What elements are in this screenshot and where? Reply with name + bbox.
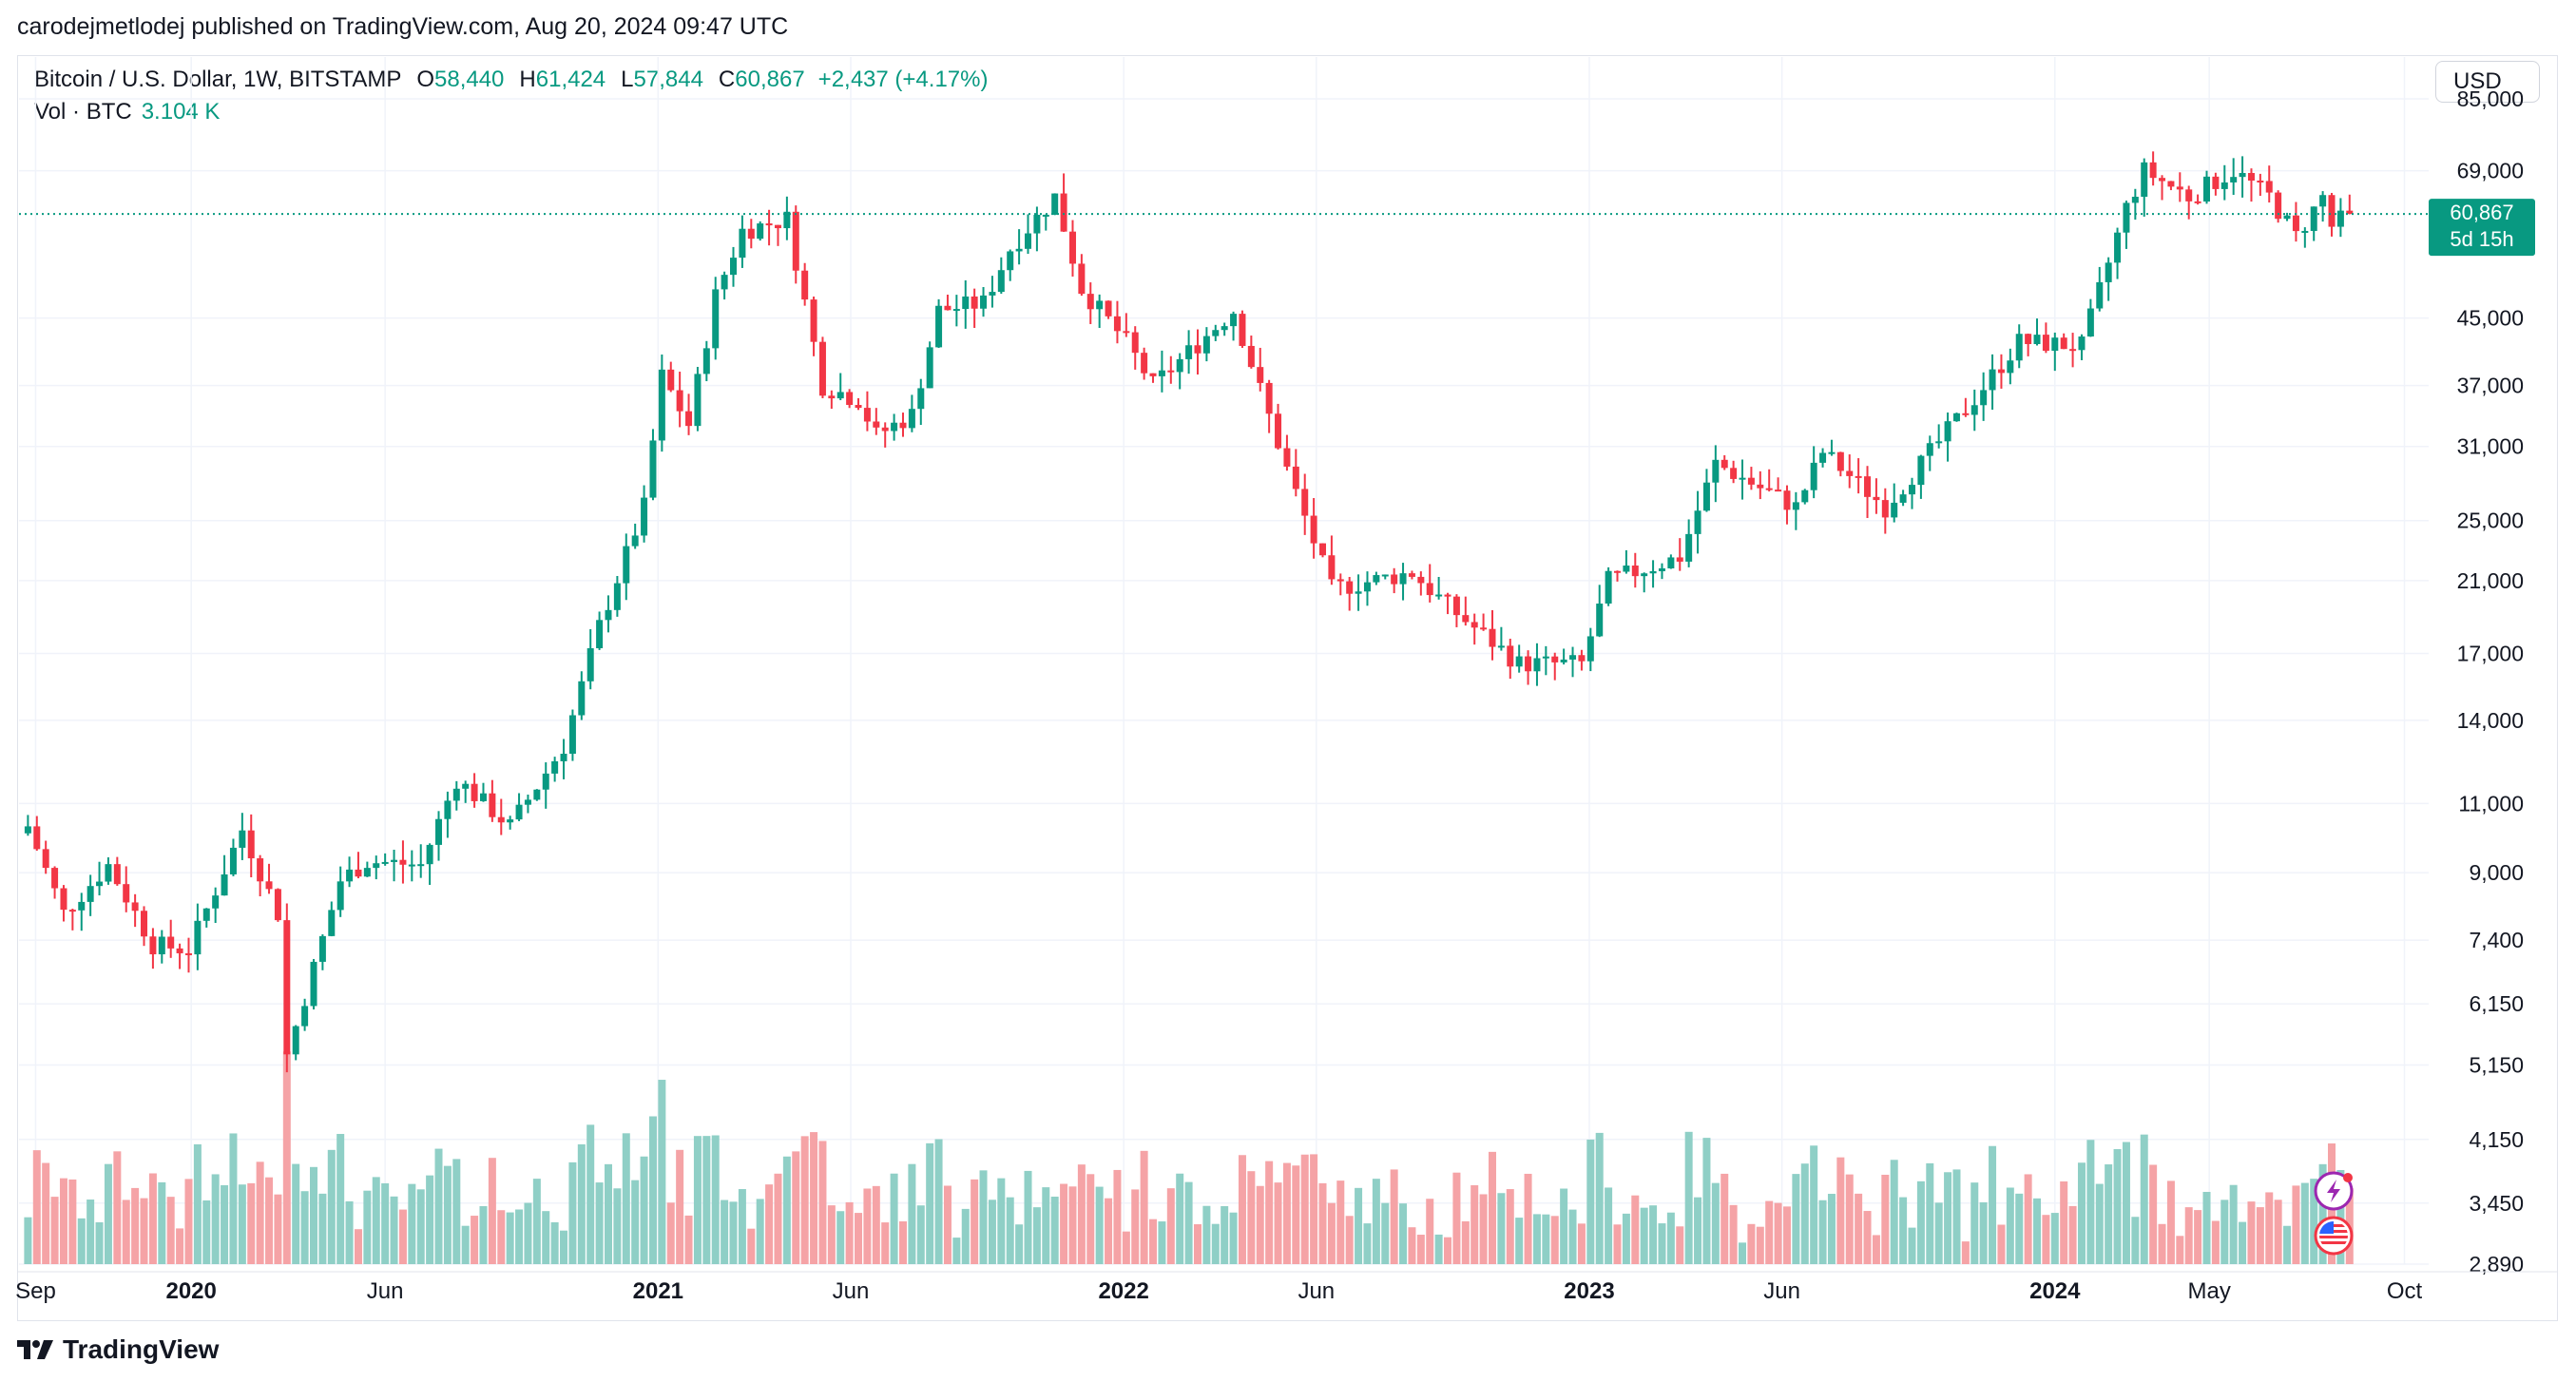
symbol-title[interactable]: Bitcoin / U.S. Dollar, 1W, BITSTAMP (34, 67, 402, 92)
footer: TradingView (17, 1333, 219, 1367)
open-label: O (416, 67, 434, 92)
high-label: H (519, 67, 536, 92)
volume-label[interactable]: Vol · BTC (34, 99, 132, 125)
close-label: C (718, 67, 736, 92)
volume-legend: Vol · BTC 3.104 K (34, 99, 220, 125)
published-caption: carodejmetlodej published on TradingView… (17, 13, 789, 40)
footer-brand[interactable]: TradingView (63, 1334, 220, 1364)
close-value: 60,867 (735, 67, 805, 92)
ohlc-legend: Bitcoin / U.S. Dollar, 1W, BITSTAMP O58,4… (34, 67, 988, 93)
change-value: +2,437 (+4.17%) (817, 67, 989, 92)
chart-frame[interactable] (17, 55, 2558, 1321)
low-label: L (621, 67, 634, 92)
high-value: 61,424 (535, 67, 606, 92)
open-value: 58,440 (434, 67, 505, 92)
low-value: 57,844 (633, 67, 703, 92)
tradingview-logo-icon[interactable] (17, 1338, 55, 1361)
currency-button[interactable]: USD (2435, 61, 2540, 103)
volume-value: 3.104 K (141, 99, 221, 125)
